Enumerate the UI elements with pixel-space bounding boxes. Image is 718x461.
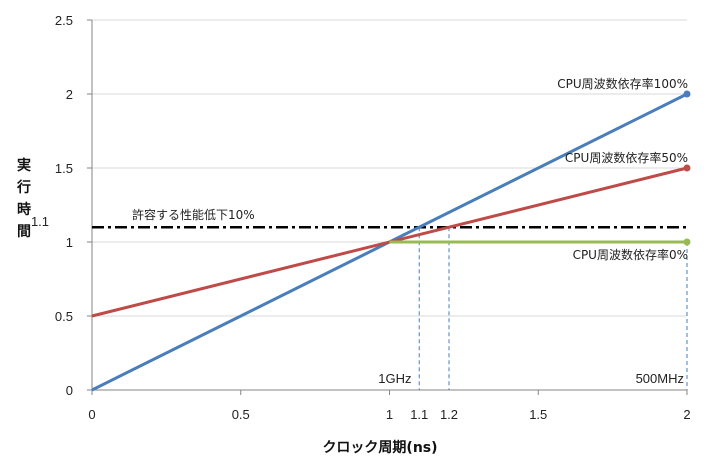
x-tick-label: 0 — [88, 407, 95, 422]
series-label: CPU周波数依存率100% — [557, 76, 688, 91]
series-end-marker — [683, 90, 691, 98]
y-tick-label: 2.5 — [55, 13, 73, 28]
x-tick-label: 1.2 — [440, 407, 458, 422]
series-label: CPU周波数依存率0% — [573, 247, 688, 262]
y-tick-label: 1 — [66, 235, 73, 250]
threshold-label: 許容する性能低下10% — [132, 207, 255, 222]
y-tick-label: 0 — [66, 383, 73, 398]
x-tick-label: 1.5 — [529, 407, 547, 422]
y-tick-label: 1.5 — [55, 161, 73, 176]
y-tick-label: 1.1 — [31, 214, 49, 229]
y-axis-title: 実行時間 — [16, 157, 31, 240]
annotation-label: 1GHz — [378, 371, 411, 386]
y-tick-label: 2 — [66, 87, 73, 102]
x-tick-label: 2 — [683, 407, 690, 422]
annotation-label: 500MHz — [636, 371, 684, 386]
x-tick-label: 0.5 — [232, 407, 250, 422]
x-tick-label: 1 — [386, 407, 393, 422]
series-label: CPU周波数依存率50% — [565, 150, 688, 165]
x-axis-title: クロック周期(ns) — [322, 440, 437, 456]
series-end-marker — [683, 238, 691, 246]
y-tick-label: 0.5 — [55, 309, 73, 324]
x-tick-label: 1.1 — [410, 407, 428, 422]
series-end-marker — [683, 164, 691, 172]
